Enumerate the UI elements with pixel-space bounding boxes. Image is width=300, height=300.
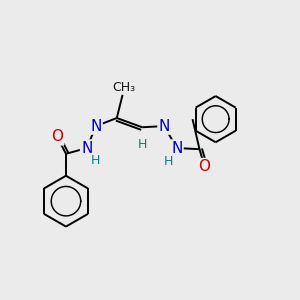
Text: H: H: [138, 138, 147, 151]
Text: CH₃: CH₃: [112, 81, 135, 94]
Text: N: N: [171, 140, 182, 155]
Text: H: H: [164, 155, 173, 168]
Text: N: N: [81, 140, 92, 155]
Text: N: N: [90, 118, 102, 134]
Text: N: N: [158, 118, 170, 134]
Text: O: O: [199, 159, 211, 174]
Text: H: H: [91, 154, 100, 167]
Text: O: O: [51, 129, 63, 144]
